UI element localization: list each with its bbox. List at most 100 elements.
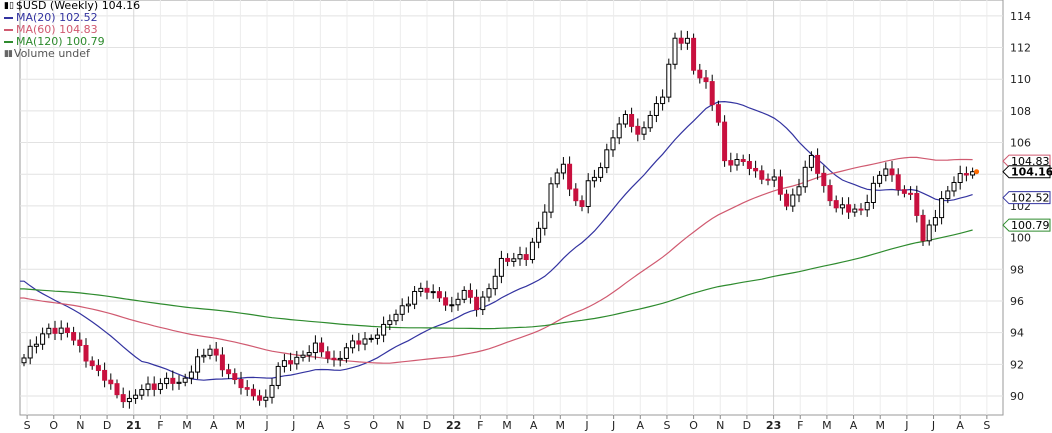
candle-body (908, 192, 914, 195)
candle-body (337, 357, 343, 361)
candle-body (517, 254, 523, 260)
candle-body (461, 289, 467, 300)
candle-body (846, 204, 852, 213)
candle-body (201, 354, 207, 358)
candle-body (784, 193, 790, 207)
ma20-swatch (4, 17, 13, 19)
candle-body (387, 320, 393, 325)
candle-body (523, 254, 529, 261)
chart-legend: ▮▯ $USD (Weekly) 104.16 MA(20) 102.52 MA… (4, 0, 140, 60)
candle-body (188, 371, 194, 379)
candle-body (945, 190, 951, 200)
candle-body (622, 113, 628, 125)
symbol-title: $USD (Weekly) 104.16 (15, 0, 141, 12)
candle-body (939, 198, 945, 219)
candle-body (746, 160, 752, 169)
y-tick-label: 108 (1010, 105, 1031, 118)
x-tick-label: M (182, 419, 192, 432)
candle-body (244, 387, 250, 390)
candle-body (449, 304, 455, 307)
candle-body (660, 96, 666, 105)
candle-body (374, 334, 380, 339)
y-tick-label: 96 (1010, 295, 1024, 308)
ma60-line (20, 156, 973, 364)
candle-body (598, 167, 604, 178)
x-tick-label: S (663, 419, 670, 432)
candle-body (294, 356, 300, 365)
candle-body (585, 180, 591, 207)
ma-tag-1: 102.52 (1002, 191, 1051, 205)
x-tick-label: F (797, 419, 803, 432)
candle-body (771, 176, 777, 181)
candle-body (877, 174, 883, 184)
candle-body (821, 172, 827, 187)
candle-body (647, 114, 653, 129)
candle-body (232, 373, 238, 381)
value-tags: 104.83 102.52 100.79 104.16 (974, 154, 1052, 232)
x-tick-label: O (369, 419, 378, 432)
x-tick-label: M (822, 419, 832, 432)
candle-body (300, 354, 306, 358)
ma-tag-1-label: 102.52 (1011, 192, 1050, 205)
candle-body (616, 123, 622, 139)
candle-body (393, 313, 399, 322)
candle-body (418, 287, 424, 292)
candle-body (219, 354, 225, 371)
candle-body (498, 257, 504, 277)
candle-body (250, 388, 256, 397)
candle-body (238, 379, 244, 389)
candle-body (529, 241, 535, 261)
candle-body (176, 381, 182, 384)
candle-body (139, 389, 145, 396)
candle-body (808, 154, 814, 168)
candle-body (963, 173, 969, 176)
legend-ma20: MA(20) 102.52 (4, 12, 140, 24)
candle-body (542, 211, 548, 229)
candle-body (275, 365, 281, 386)
candle-body (145, 383, 151, 391)
candle-body (114, 383, 120, 396)
x-tick-label: A (530, 419, 538, 432)
candle-body (839, 204, 845, 209)
x-tick-label: O (49, 419, 58, 432)
candle-body (157, 383, 163, 390)
candle-body (27, 345, 33, 359)
x-tick-label: J (291, 419, 295, 432)
x-tick-label: S (24, 419, 31, 432)
y-tick-label: 114 (1010, 10, 1031, 23)
legend-volume: ▮▮ Volume undef (4, 48, 140, 60)
candle-body (703, 77, 709, 83)
candle-body (443, 297, 449, 306)
candle-body (350, 340, 356, 349)
candle-body (46, 327, 52, 335)
candlestick-icon: ▮▯ (4, 1, 14, 11)
ma20-label: MA(20) 102.52 (16, 11, 98, 24)
candle-body (715, 104, 721, 123)
candle-body (827, 185, 833, 202)
y-tick-label: 112 (1010, 42, 1031, 55)
candle-body (306, 352, 312, 356)
candle-body (257, 395, 263, 401)
candle-body (331, 357, 337, 361)
candle-body (579, 200, 585, 207)
candle-body (343, 347, 349, 359)
volume-icon: ▮▮ (4, 49, 13, 59)
candle-body (554, 172, 560, 185)
candle-body (653, 103, 659, 116)
candle-body (728, 160, 734, 166)
x-tick-label: N (76, 419, 84, 432)
candle-body (381, 323, 387, 336)
candle-body (164, 377, 170, 385)
x-tick-label: O (689, 419, 698, 432)
candle-body (492, 275, 498, 290)
x-tick-label: J (904, 419, 908, 432)
candle-body (697, 69, 703, 79)
close-tag: 104.16 (1002, 165, 1052, 179)
x-tick-label: 21 (126, 419, 141, 432)
ma60-swatch (4, 29, 13, 31)
candle-body (920, 214, 926, 242)
candle-body (604, 149, 610, 169)
candle-body (170, 377, 176, 384)
candle-body (567, 163, 573, 190)
candle-body (573, 188, 579, 202)
